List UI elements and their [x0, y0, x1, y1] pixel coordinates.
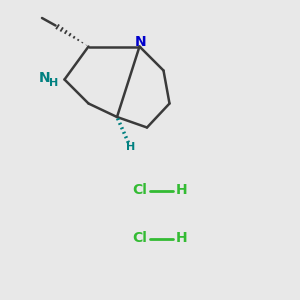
Text: N: N: [135, 35, 147, 49]
Text: H: H: [50, 77, 58, 88]
Text: H: H: [176, 232, 187, 245]
Text: N: N: [39, 71, 51, 85]
Text: H: H: [126, 142, 135, 152]
Text: H: H: [176, 184, 187, 197]
Text: Cl: Cl: [132, 232, 147, 245]
Text: Cl: Cl: [132, 184, 147, 197]
